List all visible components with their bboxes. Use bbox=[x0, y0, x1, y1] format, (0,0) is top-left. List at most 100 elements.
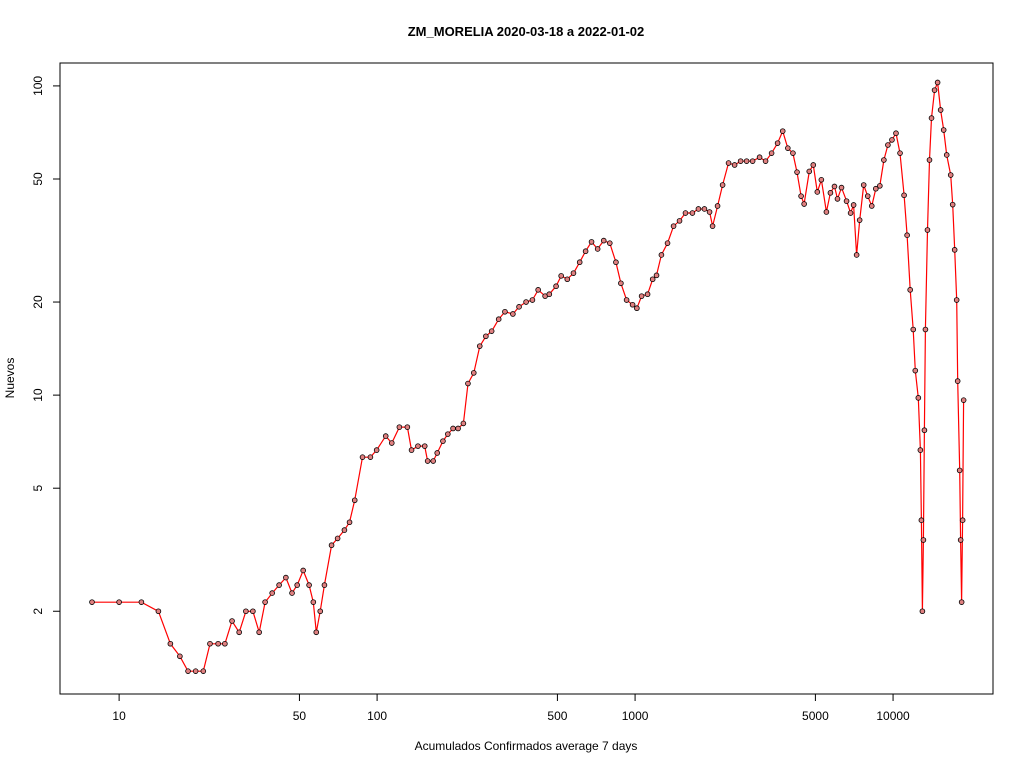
data-point bbox=[847, 210, 854, 216]
data-point bbox=[564, 276, 571, 283]
data-point bbox=[924, 227, 931, 233]
data-point bbox=[450, 425, 456, 432]
data-point bbox=[185, 668, 191, 674]
data-point bbox=[893, 130, 899, 137]
data-point bbox=[404, 424, 411, 430]
data-point bbox=[222, 640, 228, 647]
data-point bbox=[868, 203, 875, 209]
data-point bbox=[523, 299, 529, 305]
data-point bbox=[934, 79, 941, 86]
data-point bbox=[229, 618, 235, 624]
data-point bbox=[256, 629, 262, 636]
data-point bbox=[917, 447, 924, 453]
data-point bbox=[928, 115, 935, 121]
data-point bbox=[283, 574, 289, 581]
data-point bbox=[516, 304, 522, 310]
data-point bbox=[328, 542, 335, 549]
data-point bbox=[904, 232, 910, 238]
data-point bbox=[682, 210, 689, 216]
data-line bbox=[92, 82, 965, 672]
data-point bbox=[570, 270, 577, 276]
data-point bbox=[649, 276, 656, 283]
data-point bbox=[382, 433, 389, 439]
data-point bbox=[558, 273, 564, 279]
data-point bbox=[818, 176, 825, 183]
data-point bbox=[623, 297, 630, 303]
chart-title: ZM_MORELIA 2020-03-18 a 2022-01-02 bbox=[408, 24, 645, 39]
data-point bbox=[351, 497, 358, 504]
data-point bbox=[269, 590, 275, 596]
data-point bbox=[860, 182, 867, 188]
x-tick-label: 100 bbox=[367, 709, 387, 723]
data-point bbox=[937, 107, 944, 113]
x-tick-label: 10000 bbox=[876, 709, 910, 723]
data-point bbox=[488, 328, 495, 334]
data-point bbox=[546, 291, 553, 298]
data-point bbox=[306, 582, 312, 588]
y-axis-label: Nuevos bbox=[3, 358, 17, 399]
data-point bbox=[465, 380, 471, 387]
data-point bbox=[779, 128, 786, 134]
x-tick-label: 10 bbox=[112, 709, 126, 723]
data-point bbox=[618, 280, 624, 287]
data-point bbox=[915, 395, 922, 401]
data-point bbox=[495, 316, 502, 323]
data-point bbox=[743, 158, 750, 164]
data-point bbox=[600, 237, 607, 244]
data-point bbox=[873, 185, 879, 192]
x-tick-label: 5000 bbox=[802, 709, 829, 723]
data-point bbox=[440, 438, 446, 444]
data-point bbox=[445, 431, 451, 437]
data-point bbox=[918, 517, 925, 523]
data-point bbox=[947, 172, 954, 178]
y-tick-label: 50 bbox=[31, 172, 45, 186]
data-point bbox=[951, 247, 958, 253]
data-point bbox=[856, 217, 863, 223]
data-point bbox=[877, 183, 883, 189]
data-point bbox=[588, 239, 595, 245]
data-point bbox=[889, 137, 895, 143]
data-point bbox=[956, 467, 963, 474]
data-point bbox=[798, 193, 804, 199]
data-point bbox=[850, 202, 857, 208]
data-point bbox=[794, 169, 800, 175]
data-point bbox=[940, 127, 947, 133]
x-tick-label: 50 bbox=[293, 709, 307, 723]
data-point bbox=[756, 154, 763, 161]
data-point bbox=[912, 367, 919, 374]
data-point bbox=[373, 447, 380, 453]
data-point bbox=[300, 567, 306, 574]
data-point bbox=[606, 240, 613, 246]
data-point bbox=[510, 311, 516, 317]
x-axis-label: Acumulados Confirmados average 7 days bbox=[415, 739, 638, 753]
data-point bbox=[664, 240, 671, 246]
data-point bbox=[634, 305, 640, 312]
data-point bbox=[553, 283, 559, 290]
data-point bbox=[421, 443, 428, 449]
data-point bbox=[960, 397, 967, 403]
data-point bbox=[897, 150, 903, 156]
plot-frame bbox=[59, 62, 994, 695]
data-point bbox=[424, 458, 431, 464]
data-point bbox=[737, 158, 744, 164]
data-point bbox=[310, 599, 317, 605]
data-point bbox=[460, 420, 467, 427]
data-point bbox=[529, 297, 536, 303]
y-tick-label: 100 bbox=[31, 76, 45, 96]
data-point bbox=[276, 582, 282, 588]
data-point bbox=[943, 152, 950, 158]
data-point bbox=[838, 184, 845, 191]
data-point bbox=[200, 668, 207, 674]
data-point bbox=[774, 140, 781, 146]
data-point bbox=[89, 599, 95, 605]
data-point bbox=[638, 293, 645, 299]
data-point bbox=[910, 326, 917, 333]
x-tick-label: 1000 bbox=[622, 709, 649, 723]
data-point bbox=[827, 190, 834, 196]
data-point bbox=[334, 535, 341, 542]
data-point bbox=[167, 640, 174, 647]
data-point bbox=[289, 590, 295, 596]
data-point bbox=[814, 189, 821, 195]
y-tick-label: 5 bbox=[31, 485, 45, 492]
data-point bbox=[629, 301, 636, 308]
